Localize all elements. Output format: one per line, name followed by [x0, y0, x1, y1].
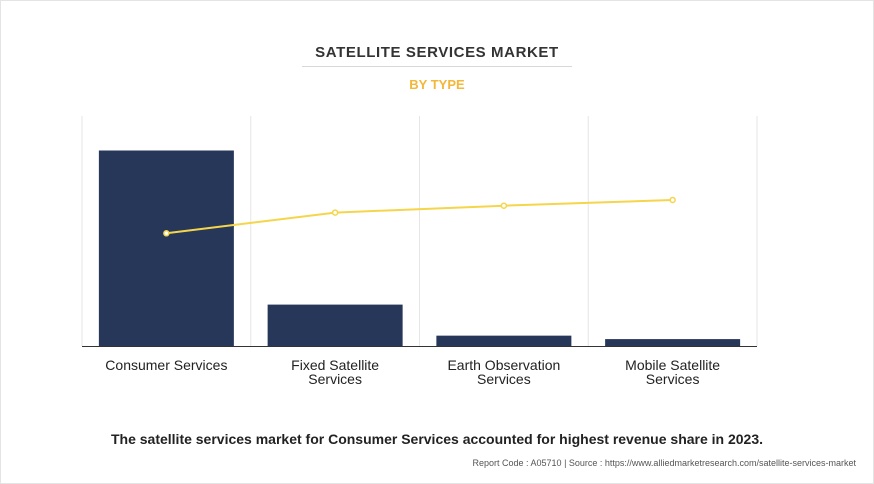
x-tick-label: Consumer Services [105, 357, 227, 373]
x-tick-label: Services [477, 371, 531, 387]
line-point [500, 202, 508, 209]
line-point [331, 209, 339, 216]
x-tick-label: Earth Observation [447, 357, 560, 373]
bar [98, 150, 234, 346]
bar [436, 335, 572, 346]
x-tick-label: Fixed Satellite [291, 357, 379, 373]
x-tick-label: Services [646, 371, 700, 387]
title-divider [302, 66, 572, 67]
line-series [163, 196, 676, 237]
chart-caption: The satellite services market for Consum… [110, 431, 764, 447]
chart-subtitle: BY TYPE [409, 77, 465, 92]
bar-series [98, 150, 741, 346]
chart-title: SATELLITE SERVICES MARKET [315, 44, 559, 61]
bar [267, 304, 403, 346]
source-citation: Report Code : A05710 | Source : https://… [472, 458, 857, 468]
line-point [163, 230, 170, 237]
grid-lines [81, 116, 758, 346]
x-tick-label: Services [308, 371, 362, 387]
x-tick-label: Mobile Satellite [625, 357, 720, 373]
line-path [166, 198, 673, 235]
bar [605, 339, 741, 346]
line-point [669, 196, 676, 204]
x-tick-labels: Consumer Services Fixed SatelliteServices… [105, 357, 720, 387]
